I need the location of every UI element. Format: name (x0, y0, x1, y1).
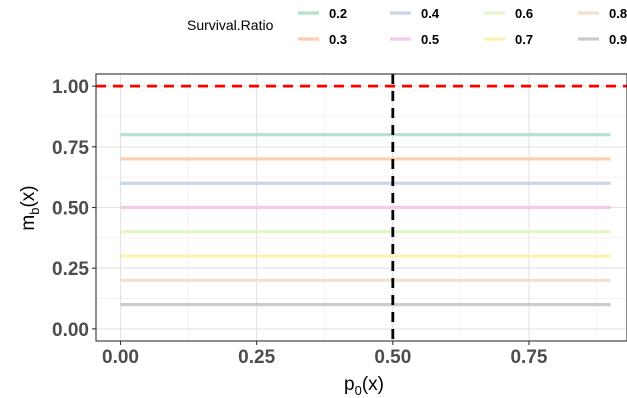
x-tick-label: 0.25 (238, 347, 275, 368)
y-axis: 0.00 0.25 0.50 0.75 1.00 (52, 77, 96, 341)
x-tick-label: 0.00 (102, 347, 139, 368)
legend-item-0-5: 0.5 (390, 32, 439, 47)
legend-label: 0.7 (515, 32, 533, 47)
legend-label: 0.9 (609, 32, 627, 47)
x-tick-label: 0.50 (374, 347, 411, 368)
legend-label: 0.5 (421, 32, 439, 47)
x-tick-label: 0.75 (510, 347, 547, 368)
legend-item-0-2: 0.2 (298, 6, 347, 21)
y-tick-label: 0.50 (52, 199, 89, 220)
legend-item-0-4: 0.4 (390, 6, 440, 21)
legend-label: 0.4 (421, 6, 440, 21)
legend: Survival.Ratio 0.2 0.3 0.4 0.5 0.6 0.7 0.8 0.9 (187, 6, 627, 47)
legend-item-0-7: 0.7 (484, 32, 533, 47)
legend-item-0-3: 0.3 (298, 32, 347, 47)
y-tick-label: 0.00 (52, 320, 89, 341)
y-tick-label: 0.25 (52, 259, 89, 280)
legend-title: Survival.Ratio (187, 17, 274, 33)
x-axis-title-subscript: 0 (355, 383, 362, 398)
x-axis: 0.00 0.25 0.50 0.75 (102, 341, 548, 368)
legend-item-0-6: 0.6 (484, 6, 533, 21)
legend-label: 0.3 (329, 32, 347, 47)
x-axis-title-main: p (344, 374, 355, 395)
reference-lines (96, 74, 627, 341)
y-axis-title-subscript: b (27, 208, 42, 215)
y-tick-label: 1.00 (52, 77, 89, 98)
x-axis-title-suffix: (x) (362, 374, 384, 395)
legend-label: 0.6 (515, 6, 533, 21)
legend-item-0-8: 0.8 (578, 6, 627, 21)
y-axis-title: mb(x) (18, 185, 42, 230)
legend-item-0-9: 0.9 (578, 32, 627, 47)
series-lines (120, 133, 611, 307)
legend-label: 0.2 (329, 6, 347, 21)
x-axis-title: p0(x) (344, 374, 384, 398)
y-axis-title-suffix: (x) (18, 185, 39, 207)
y-axis-title-main: m (18, 215, 39, 231)
legend-label: 0.8 (609, 6, 627, 21)
y-tick-label: 0.75 (52, 138, 89, 159)
